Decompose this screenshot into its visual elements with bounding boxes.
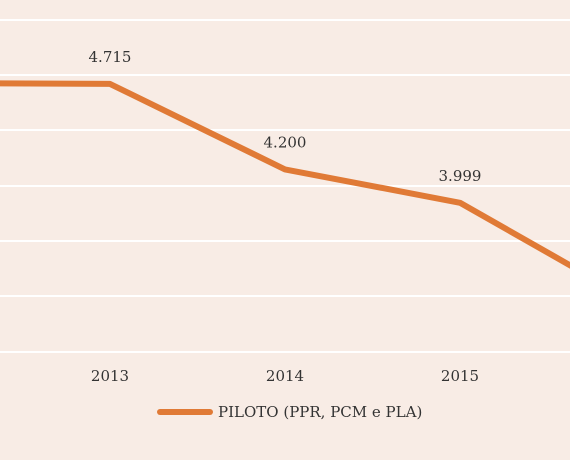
data-label: 4.715 bbox=[89, 48, 132, 66]
legend: PILOTO (PPR, PCM e PLA) bbox=[157, 403, 422, 421]
data-labels: 4.715 4.200 3.999 bbox=[89, 48, 482, 185]
x-tick-label: 2013 bbox=[91, 367, 129, 385]
x-axis-ticks: 2013 2014 2015 bbox=[91, 367, 479, 385]
series-group bbox=[0, 80, 570, 269]
x-tick-label: 2014 bbox=[266, 367, 304, 385]
data-label: 3.999 bbox=[439, 167, 482, 185]
data-label: 4.200 bbox=[264, 133, 307, 151]
legend-label: PILOTO (PPR, PCM e PLA) bbox=[218, 403, 422, 421]
gridlines bbox=[0, 19, 570, 353]
x-tick-label: 2015 bbox=[441, 367, 479, 385]
series-line bbox=[0, 80, 570, 269]
